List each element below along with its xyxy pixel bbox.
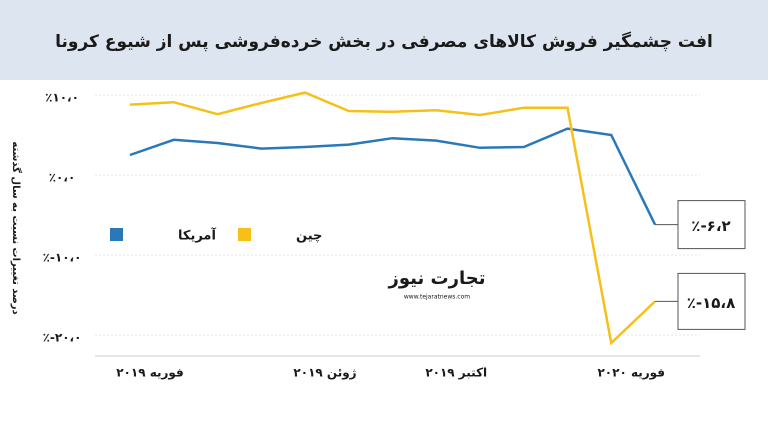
callout-box: [677, 200, 746, 250]
legend-label: آمریکا: [178, 227, 216, 244]
legend-swatch: [238, 228, 251, 241]
series-line: [129, 127, 657, 226]
callout-box: [677, 272, 746, 330]
legend-label: چین: [296, 229, 322, 244]
y-tick-label: ٪-۱۰،۰: [43, 251, 82, 265]
watermark-url: www.tejaratnews.com: [404, 294, 470, 301]
y-tick-label: ٪-۲۰،۰: [43, 331, 82, 345]
watermark: تجارت نیوز: [388, 268, 486, 289]
x-tick-label: ژوئن ۲۰۱۹: [293, 366, 356, 381]
x-tick-label: فوریه ۲۰۱۹: [116, 366, 184, 381]
series-line: [129, 91, 656, 346]
chart-title: افت چشمگیر فروش کالاهای مصرفی در بخش خرد…: [55, 31, 713, 52]
legend-swatch: [110, 228, 123, 241]
data-label: ٪-۶،۲: [691, 217, 730, 235]
y-tick-label: ٪۰،۰: [49, 171, 76, 185]
x-tick-label: اکتبر ۲۰۱۹: [425, 366, 487, 380]
data-label: ٪-۱۵،۸: [687, 294, 736, 312]
title-band: [0, 0, 768, 80]
x-tick-label: فوریه ۲۰۲۰: [597, 366, 665, 381]
y-tick-label: ٪۱۰،۰: [45, 91, 79, 105]
y-axis-title: درصد تغییرات نسبت به سال گذشته: [10, 141, 23, 314]
